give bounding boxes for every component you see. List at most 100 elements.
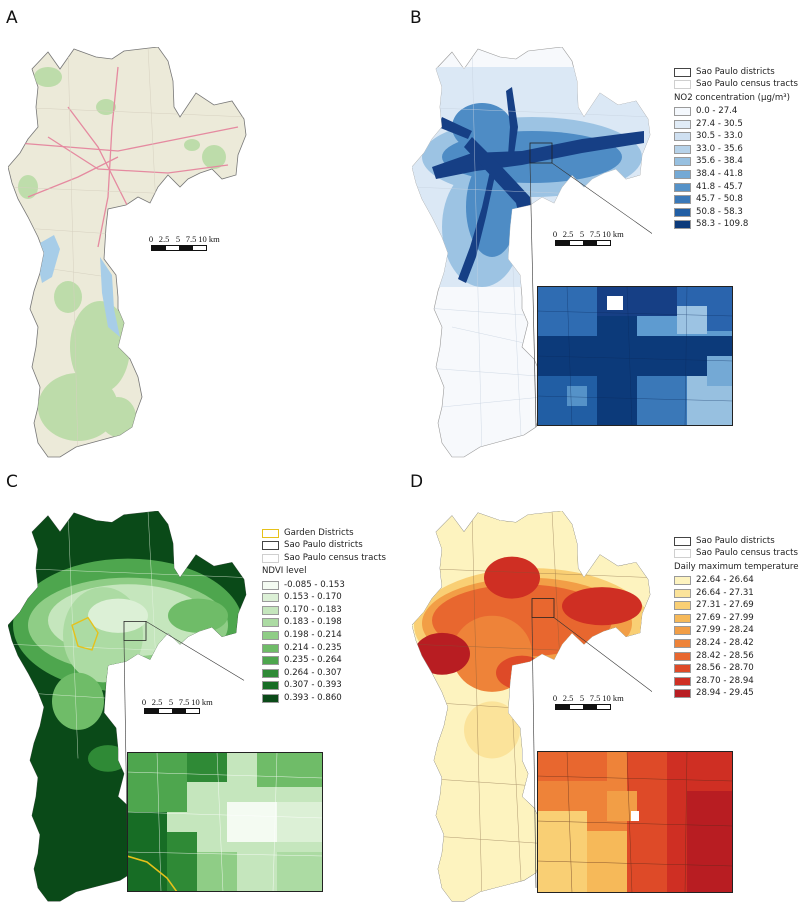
- districts-swatch: [674, 67, 691, 77]
- legend-swatch: [262, 618, 279, 628]
- legend-garden: Garden Districts: [284, 527, 354, 538]
- scale-tick: 2.5: [158, 234, 170, 244]
- legend-class-label: 0.0 - 27.4: [696, 105, 738, 116]
- scale-tick: 2.5: [151, 697, 163, 707]
- legend-districts: Sao Paulo districts: [696, 66, 775, 77]
- legend-class-row: 0.153 - 0.170: [262, 591, 386, 604]
- scale-tick: 0: [552, 229, 558, 239]
- legend-class-label: 0.235 - 0.264: [284, 655, 342, 666]
- legend-class-label: 27.69 - 27.99: [696, 612, 754, 623]
- legend-class-label: 0.393 - 0.860: [284, 692, 342, 703]
- legend-title: Daily maximum temperature (°C): [674, 561, 799, 572]
- legend-swatch: [674, 220, 691, 230]
- legend-class-label: 35.6 - 38.4: [696, 156, 743, 167]
- scale-tick: 10 km: [198, 234, 220, 244]
- legend-class-label: 0.307 - 0.393: [284, 680, 342, 691]
- legend-tracts: Sao Paulo census tracts: [696, 79, 798, 90]
- scalebar-a: 0 2.5 5 7.5 10 km: [147, 234, 220, 251]
- legend-swatch: [674, 588, 691, 598]
- legend-class-row: 35.6 - 38.4: [674, 156, 798, 169]
- legend-class-row: 27.31 - 27.69: [674, 599, 799, 612]
- legend-class-row: 27.69 - 27.99: [674, 612, 799, 625]
- legend-class-label: 28.24 - 28.42: [696, 637, 754, 648]
- legend-class-label: 27.99 - 28.24: [696, 625, 754, 636]
- scale-tick: 10 km: [191, 697, 213, 707]
- scale-tick: 0: [148, 234, 154, 244]
- scale-tick: 2.5: [562, 229, 574, 239]
- tracts-swatch: [674, 549, 691, 559]
- scale-tick: 10 km: [602, 693, 624, 703]
- legend-class-label: -0.085 - 0.153: [284, 579, 345, 590]
- legend-class-row: 41.8 - 45.7: [674, 181, 798, 194]
- scale-tick: 2.5: [562, 693, 574, 703]
- legend-swatch: [262, 593, 279, 603]
- legend-class-label: 22.64 - 26.64: [696, 574, 754, 585]
- scale-tick: 7.5: [589, 693, 601, 703]
- legend-class-label: 28.56 - 28.70: [696, 663, 754, 674]
- scale-tick: 7.5: [178, 697, 190, 707]
- legend-class-label: 0.198 - 0.214: [284, 629, 342, 640]
- legend-class-row: 28.56 - 28.70: [674, 662, 799, 675]
- legend-class-row: 0.393 - 0.860: [262, 692, 386, 705]
- legend-swatch: [674, 157, 691, 167]
- legend-class-row: 0.0 - 27.4: [674, 105, 798, 118]
- districts-swatch: [674, 536, 691, 546]
- legend-class-row: 58.3 - 109.8: [674, 219, 798, 232]
- legend-swatch: [262, 605, 279, 615]
- legend-class-label: 41.8 - 45.7: [696, 181, 743, 192]
- legend-swatch: [674, 613, 691, 623]
- legend-class-row: 28.42 - 28.56: [674, 650, 799, 663]
- legend-class-row: 0.214 - 0.235: [262, 642, 386, 655]
- legend-class-row: -0.085 - 0.153: [262, 579, 386, 592]
- legend-tracts: Sao Paulo census tracts: [284, 552, 386, 563]
- scale-tick: 5: [168, 697, 174, 707]
- legend-swatch: [674, 575, 691, 585]
- legend-swatch: [674, 626, 691, 636]
- scale-tick: 0: [141, 697, 147, 707]
- legend-swatch: [674, 638, 691, 648]
- legend-class-label: 27.31 - 27.69: [696, 600, 754, 611]
- legend-class-row: 27.99 - 28.24: [674, 625, 799, 638]
- legend-class-label: 27.4 - 30.5: [696, 118, 743, 129]
- legend-class-row: 26.64 - 27.31: [674, 587, 799, 600]
- legend-swatch: [262, 668, 279, 678]
- scale-tick: 7.5: [589, 229, 601, 239]
- legend-swatch: [262, 643, 279, 653]
- legend-class-label: 30.5 - 33.0: [696, 131, 743, 142]
- legend-class-row: 0.264 - 0.307: [262, 667, 386, 680]
- legend-swatch: [262, 693, 279, 703]
- scalebar-d: 0 2.5 5 7.5 10 km: [551, 693, 624, 710]
- legend-class-row: 27.4 - 30.5: [674, 118, 798, 131]
- legend-class-label: 38.4 - 41.8: [696, 168, 743, 179]
- legend-class-row: 30.5 - 33.0: [674, 130, 798, 143]
- legend-class-row: 0.235 - 0.264: [262, 654, 386, 667]
- legend-class-label: 28.42 - 28.56: [696, 650, 754, 661]
- legend-swatch: [674, 689, 691, 699]
- scale-tick: 10 km: [602, 229, 624, 239]
- map-a-base-map: [8, 47, 247, 458]
- legend-class-label: 26.64 - 27.31: [696, 587, 754, 598]
- legend-class-row: 0.198 - 0.214: [262, 629, 386, 642]
- legend-class-row: 0.170 - 0.183: [262, 604, 386, 617]
- legend-swatch: [674, 195, 691, 205]
- legend-class-row: 28.94 - 29.45: [674, 688, 799, 701]
- legend-swatch: [674, 676, 691, 686]
- legend-class-row: 0.307 - 0.393: [262, 680, 386, 693]
- legend-swatch: [674, 106, 691, 116]
- panel-a-label: A: [6, 8, 18, 28]
- legend-swatch: [674, 119, 691, 129]
- legend-swatch: [674, 182, 691, 192]
- legend-class-row: 28.70 - 28.94: [674, 675, 799, 688]
- legend-swatch: [674, 664, 691, 674]
- legend-class-label: 58.3 - 109.8: [696, 219, 749, 230]
- legend-class-label: 45.7 - 50.8: [696, 194, 743, 205]
- legend-class-label: 0.153 - 0.170: [284, 592, 342, 603]
- legend-tracts: Sao Paulo census tracts: [696, 548, 798, 559]
- districts-swatch: [262, 541, 279, 551]
- legend-swatch: [674, 601, 691, 611]
- legend-swatch: [674, 144, 691, 154]
- legend-swatch: [262, 656, 279, 666]
- map-c-ndvi: [8, 511, 247, 902]
- legend-class-label: 0.170 - 0.183: [284, 604, 342, 615]
- legend-c: Garden Districts Sao Paulo districts Sao…: [262, 527, 386, 705]
